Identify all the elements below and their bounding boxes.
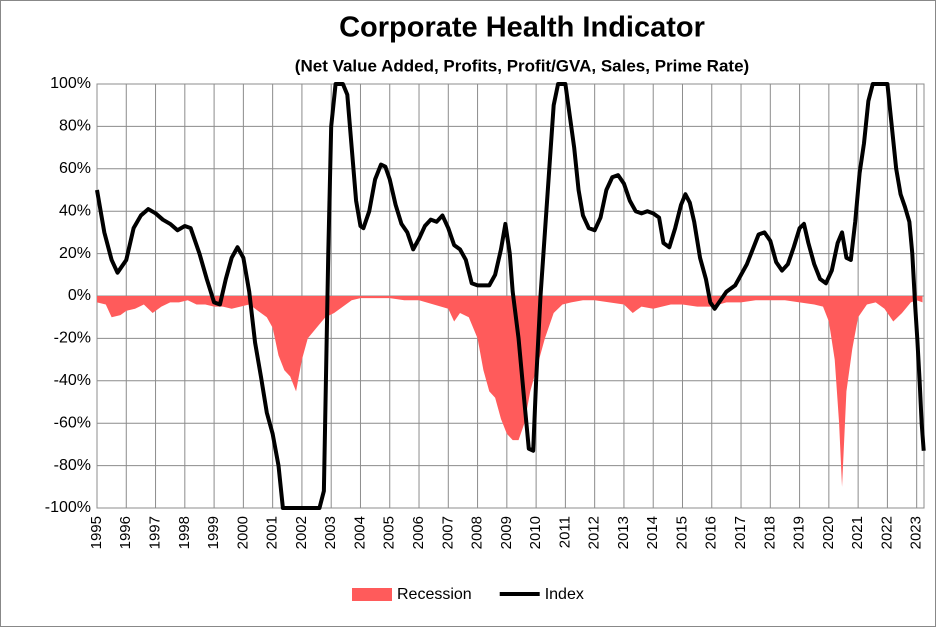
x-tick-label: 2016 <box>703 516 720 549</box>
x-tick-label: 2015 <box>673 516 690 549</box>
x-tick-label: 2008 <box>469 516 486 549</box>
x-tick-label: 2001 <box>264 516 281 549</box>
index-line <box>95 82 926 510</box>
x-tick-label: 2013 <box>615 516 632 549</box>
x-tick-label: 2000 <box>234 516 251 549</box>
y-tick-label: 100% <box>50 75 91 92</box>
y-tick-label: 80% <box>59 118 91 135</box>
y-tick-label: -20% <box>54 330 91 347</box>
y-tick-label: 40% <box>59 202 91 219</box>
x-tick-label: 2009 <box>498 516 515 549</box>
y-tick-label: -80% <box>54 457 91 474</box>
chart-subtitle: (Net Value Added, Profits, Profit/GVA, S… <box>295 56 749 75</box>
x-tick-label: 2014 <box>644 516 661 549</box>
x-tick-label: 2010 <box>527 516 544 549</box>
legend-swatch <box>352 588 392 601</box>
x-tick-label: 2002 <box>293 516 310 549</box>
y-tick-label: -100% <box>45 499 91 516</box>
x-tick-label: 2017 <box>732 516 749 549</box>
x-tick-label: 2007 <box>439 516 456 549</box>
x-tick-label: 2011 <box>556 516 573 548</box>
x-tick-label: 1996 <box>117 516 134 549</box>
x-tick-label: 2004 <box>351 516 368 549</box>
x-tick-label: 2005 <box>381 516 398 549</box>
x-tick-label: 2018 <box>761 516 778 549</box>
y-tick-label: 0% <box>68 287 91 304</box>
x-tick-label: 1998 <box>176 516 193 549</box>
chart-title: Corporate Health Indicator <box>339 12 705 44</box>
y-tick-label: 20% <box>59 245 91 262</box>
recession-area <box>97 296 923 487</box>
y-tick-label: -40% <box>54 372 91 389</box>
legend-label: Index <box>545 586 584 603</box>
x-tick-label: 2006 <box>410 516 427 549</box>
x-tick-label: 2023 <box>908 516 925 549</box>
x-tick-label: 1999 <box>205 516 222 549</box>
legend-label: Recession <box>397 586 472 603</box>
x-tick-label: 2003 <box>322 516 339 549</box>
x-tick-label: 2019 <box>791 516 808 549</box>
x-tick-label: 2012 <box>586 516 603 549</box>
y-tick-label: 60% <box>59 160 91 177</box>
x-tick-label: 2022 <box>878 516 895 549</box>
x-tick-label: 1995 <box>88 516 105 549</box>
y-tick-label: -60% <box>54 414 91 431</box>
x-tick-label: 1997 <box>147 516 164 549</box>
x-tick-label: 2021 <box>849 516 866 549</box>
x-tick-label: 2020 <box>820 516 837 549</box>
